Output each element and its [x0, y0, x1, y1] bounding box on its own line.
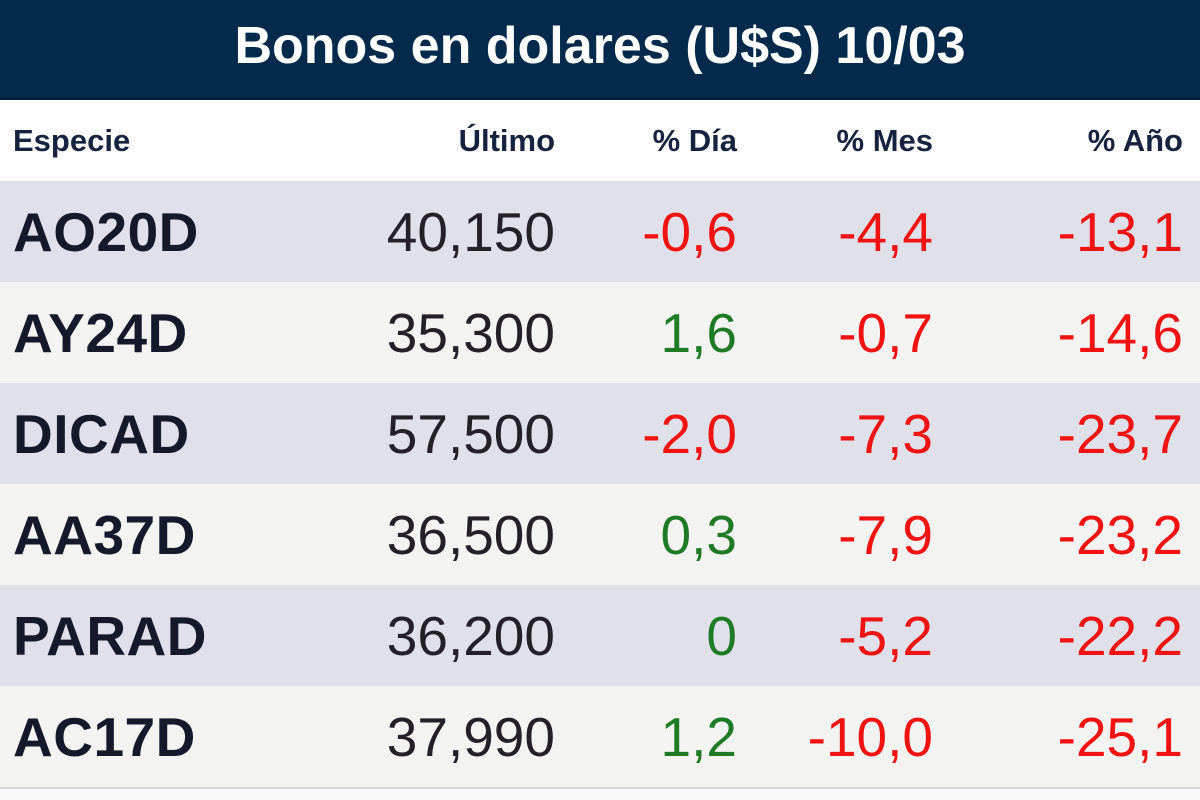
pct-mes-cell: -10,0: [807, 705, 933, 768]
especie-cell: AA37D: [13, 503, 196, 566]
pct-dia-cell: 0: [706, 604, 737, 667]
pct-mes-cell: -7,9: [838, 503, 933, 566]
ultimo-cell: 37,990: [386, 705, 555, 768]
especie-cell: AO20D: [13, 200, 199, 263]
table-row: PARAD 36,200 0 -5,2 -22,2: [0, 585, 1200, 686]
especie-cell: AC17D: [13, 705, 196, 768]
especie-cell: PARAD: [13, 604, 207, 667]
column-header-especie: Especie: [13, 122, 131, 158]
table-row: AC17D 37,990 1,2 -10,0 -25,1: [0, 686, 1200, 787]
ultimo-cell: 36,200: [386, 604, 555, 667]
pct-mes-cell: -5,2: [838, 604, 933, 667]
ultimo-cell: 35,300: [386, 301, 555, 364]
pct-dia-cell: -2,0: [642, 402, 737, 465]
pct-mes-cell: -0,7: [838, 301, 933, 364]
bottom-margin: [0, 787, 1200, 800]
table-header-row: Especie Último % Día % Mes % Año: [0, 100, 1200, 181]
ultimo-cell: 57,500: [386, 402, 555, 465]
table-row: AA37D 36,500 0,3 -7,9 -23,2: [0, 484, 1200, 585]
table-body: AO20D 40,150 -0,6 -4,4 -13,1 AY24D 35,30…: [0, 181, 1200, 787]
pct-anio-cell: -23,2: [1057, 503, 1183, 566]
pct-mes-cell: -4,4: [838, 200, 933, 263]
ultimo-cell: 40,150: [386, 200, 555, 263]
page-title: Bonos en dolares (U$S) 10/03: [234, 16, 966, 75]
column-header-dia: % Día: [652, 122, 737, 158]
column-header-anio: % Año: [1087, 122, 1183, 158]
table-row: AY24D 35,300 1,6 -0,7 -14,6: [0, 282, 1200, 383]
pct-mes-cell: -7,3: [838, 402, 933, 465]
pct-anio-cell: -22,2: [1057, 604, 1183, 667]
pct-dia-cell: 1,6: [660, 301, 737, 364]
title-bar: Bonos en dolares (U$S) 10/03: [0, 0, 1200, 100]
table-row: DICAD 57,500 -2,0 -7,3 -23,7: [0, 383, 1200, 484]
table-row: AO20D 40,150 -0,6 -4,4 -13,1: [0, 181, 1200, 282]
pct-anio-cell: -13,1: [1057, 200, 1183, 263]
ultimo-cell: 36,500: [386, 503, 555, 566]
column-header-mes: % Mes: [836, 122, 933, 158]
especie-cell: AY24D: [13, 301, 188, 364]
pct-anio-cell: -23,7: [1057, 402, 1183, 465]
especie-cell: DICAD: [13, 402, 190, 465]
pct-dia-cell: -0,6: [642, 200, 737, 263]
column-header-ultimo: Último: [458, 122, 555, 158]
pct-dia-cell: 1,2: [660, 705, 737, 768]
pct-dia-cell: 0,3: [660, 503, 737, 566]
pct-anio-cell: -14,6: [1057, 301, 1183, 364]
pct-anio-cell: -25,1: [1057, 705, 1183, 768]
